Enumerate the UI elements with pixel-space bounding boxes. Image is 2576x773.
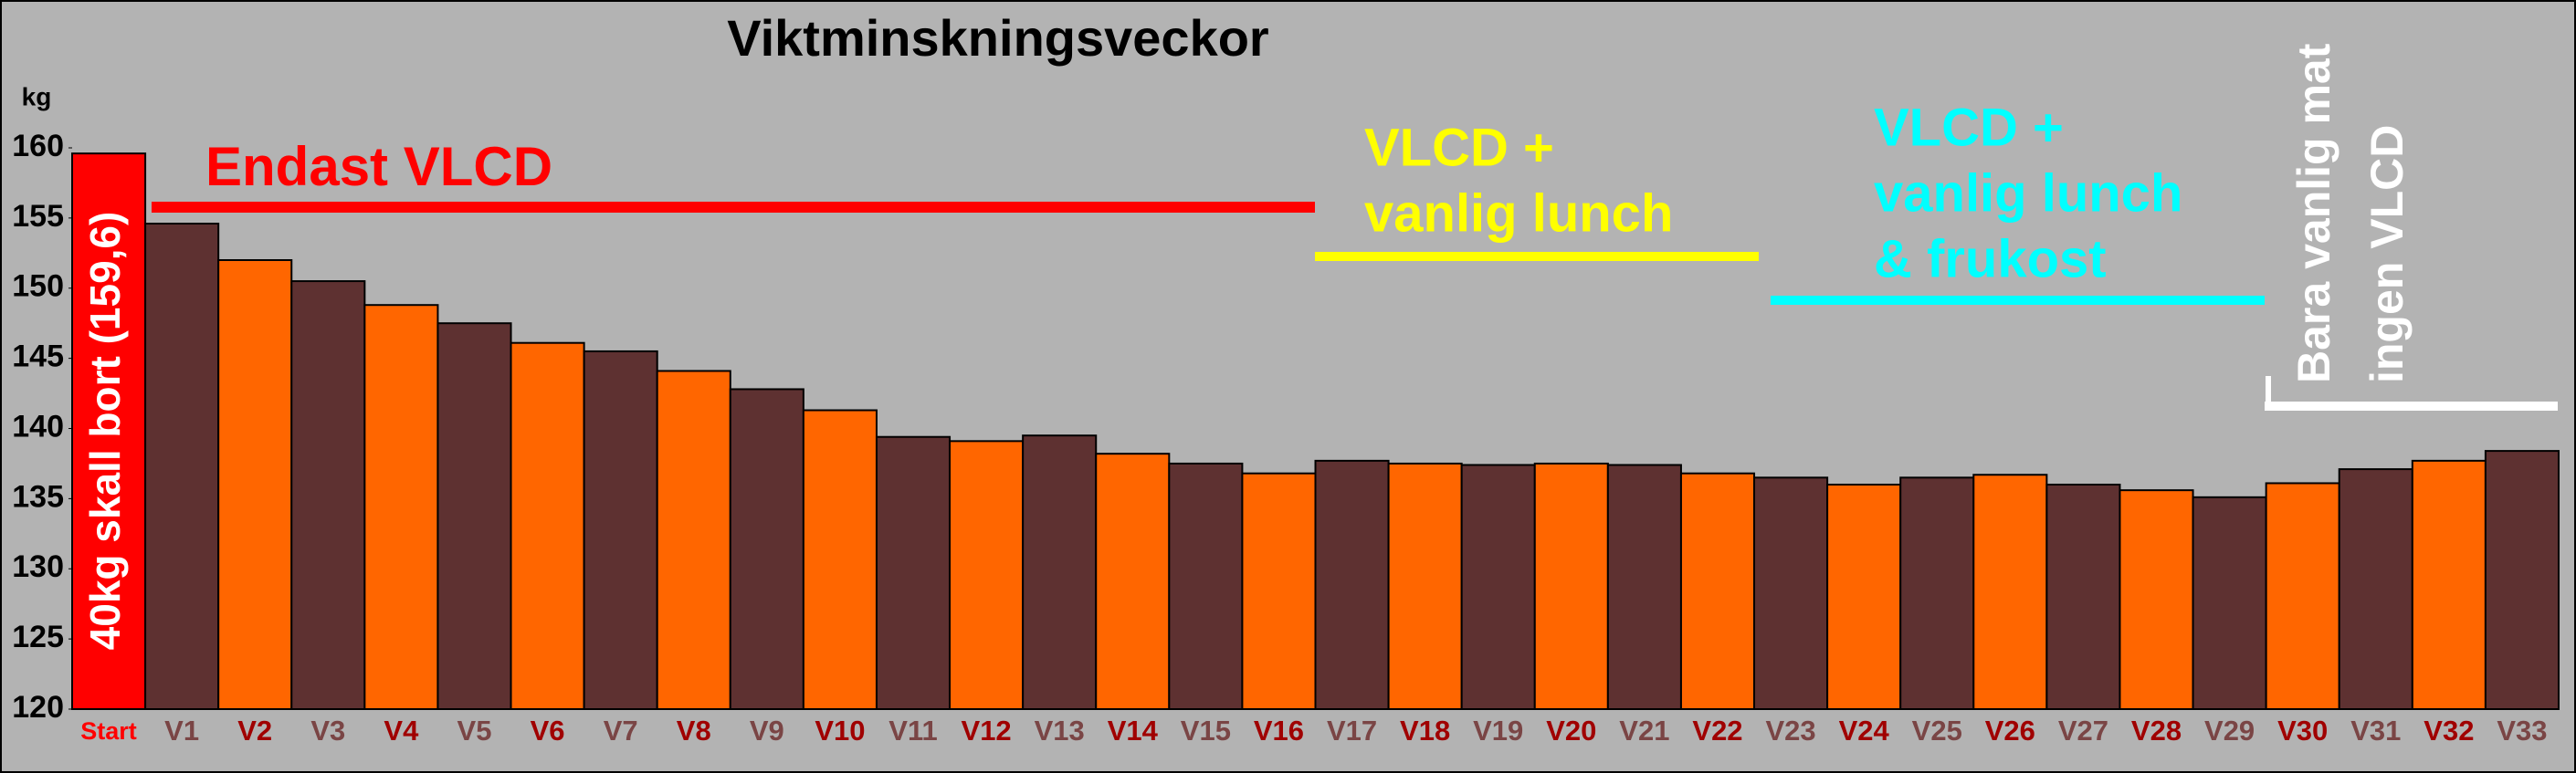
annotation: & frukost	[1874, 229, 2107, 288]
x-tick-label: V20	[1546, 715, 1596, 747]
x-tick-label: V31	[2350, 715, 2401, 747]
y-tick-label: 140	[12, 409, 64, 444]
x-tick-label: V25	[1912, 715, 1962, 747]
bar	[1533, 462, 1609, 710]
bar	[1679, 472, 1756, 710]
bar	[1972, 474, 2048, 710]
y-tick-label: 160	[12, 129, 64, 163]
x-tick-label: V9	[750, 715, 784, 747]
annotation: vanlig lunch	[1874, 163, 2182, 223]
bar	[2192, 496, 2267, 711]
x-tick-label: V15	[1181, 715, 1231, 747]
bar	[949, 440, 1025, 710]
x-tick-label: V5	[457, 715, 492, 747]
x-tick-label: V4	[384, 715, 419, 747]
bar	[2119, 489, 2194, 711]
x-tick-label: V21	[1619, 715, 1669, 747]
x-tick-label: V22	[1692, 715, 1742, 747]
x-tick-label: V16	[1254, 715, 1304, 747]
bar	[290, 280, 366, 710]
bar	[1095, 453, 1171, 710]
start-note: 40kg skall bort (159,6)	[81, 212, 129, 651]
bar	[729, 388, 804, 710]
x-tick-label: V14	[1108, 715, 1159, 747]
bar	[2045, 484, 2121, 710]
y-tick-label: 120	[12, 690, 64, 725]
bar	[802, 409, 878, 710]
y-tick-label: 125	[12, 620, 64, 654]
x-tick-label: V27	[2058, 715, 2108, 747]
x-tick-label: Start	[80, 717, 137, 745]
annotation: Bara vanlig mat	[2288, 43, 2339, 383]
bar	[71, 152, 147, 710]
bar	[875, 435, 952, 710]
x-tick-label: V3	[310, 715, 345, 747]
bar	[1168, 462, 1244, 710]
x-tick-label: V8	[677, 715, 711, 747]
annotation: VLCD +	[1874, 98, 2064, 157]
x-tick-label: V33	[2497, 715, 2547, 747]
x-tick-label: V12	[962, 715, 1012, 747]
bar	[2338, 468, 2413, 711]
bar	[1314, 459, 1390, 710]
y-tick-label: 130	[12, 549, 64, 584]
x-tick-label: V26	[1985, 715, 2035, 747]
x-tick-label: V2	[237, 715, 272, 747]
bar	[1022, 434, 1098, 710]
x-tick-label: V32	[2424, 715, 2474, 747]
bar	[2484, 450, 2560, 710]
x-tick-label: V28	[2131, 715, 2182, 747]
x-tick-label: V7	[604, 715, 638, 747]
annotation: VLCD +	[1364, 118, 1554, 177]
bar	[217, 259, 293, 710]
annotation: vanlig lunch	[1364, 183, 1673, 243]
x-tick-label: V30	[2277, 715, 2328, 747]
bar	[2411, 459, 2487, 710]
annotation: Endast VLCD	[205, 136, 552, 197]
bar	[656, 370, 731, 710]
bar	[436, 322, 512, 710]
bar	[510, 341, 585, 710]
bar	[1387, 462, 1463, 710]
x-tick-label: V19	[1473, 715, 1523, 747]
bar	[1899, 476, 1975, 710]
x-tick-label: V17	[1327, 715, 1377, 747]
y-axis-label: kg	[22, 82, 52, 110]
x-tick-label: V11	[888, 715, 937, 747]
y-tick-label: 135	[12, 479, 64, 514]
y-tick-label: 150	[12, 269, 64, 304]
bar	[583, 350, 658, 710]
bar	[144, 223, 220, 710]
y-tick-label: 155	[12, 199, 64, 234]
bar	[363, 304, 439, 710]
x-tick-label: V23	[1765, 715, 1815, 747]
bar	[1460, 464, 1536, 710]
x-tick-label: V6	[531, 715, 565, 747]
bar	[1753, 476, 1829, 710]
annotation: ingen VLCD	[2361, 125, 2413, 383]
x-tick-label: V18	[1400, 715, 1450, 747]
bar	[1241, 472, 1317, 710]
bar	[1606, 464, 1682, 710]
bar	[1826, 484, 1902, 710]
y-tick-label: 145	[12, 339, 64, 374]
x-tick-label: V10	[815, 715, 865, 747]
x-tick-label: V29	[2204, 715, 2255, 747]
x-tick-label: V24	[1839, 715, 1890, 747]
x-tick-label: V1	[164, 715, 199, 747]
bar	[2265, 482, 2340, 711]
x-tick-label: V13	[1035, 715, 1085, 747]
chart-title: Viktminskningsveckor	[727, 9, 1268, 67]
